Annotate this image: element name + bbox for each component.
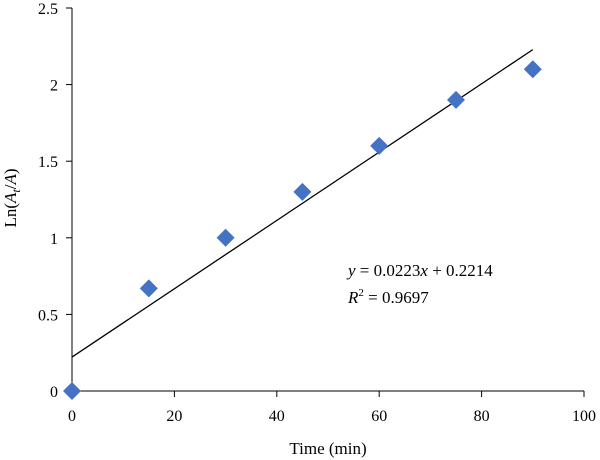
r-squared-sup: 2 xyxy=(358,287,364,299)
data-point xyxy=(370,136,389,155)
r-squared-value: = 0.9697 xyxy=(364,288,429,307)
equation-y-var: y xyxy=(346,261,356,280)
equation-x-var: x xyxy=(419,261,428,280)
data-point xyxy=(293,182,312,201)
y-tick-label: 2.5 xyxy=(38,1,58,18)
axes xyxy=(66,7,585,397)
equation-part-2: + 0.2214 xyxy=(428,261,493,280)
y-axis-title-suffix-paren: ) xyxy=(1,168,20,174)
y-tick-label: 0.5 xyxy=(38,307,58,324)
r-squared-label: R2 = 0.9697 xyxy=(347,287,429,307)
r-squared-r: R xyxy=(347,288,359,307)
x-tick-label: 20 xyxy=(166,408,182,425)
y-axis-title-suffix-var: A xyxy=(1,174,20,186)
y-axis-title: Ln(At/A) xyxy=(1,168,23,227)
data-point xyxy=(216,228,235,247)
x-tick-label: 60 xyxy=(371,408,387,425)
x-tick-label: 40 xyxy=(269,408,285,425)
data-point xyxy=(63,382,81,400)
y-axis-title-base: A xyxy=(1,192,20,204)
trendline-equation: y = 0.0223x + 0.2214 xyxy=(346,261,493,280)
y-tick-label: 2 xyxy=(50,78,58,95)
data-point xyxy=(523,60,542,79)
y-tick-label: 1.5 xyxy=(38,154,58,171)
tick-labels: 0 20 40 60 80 100 0 0.5 1 1.5 2 2.5 xyxy=(38,1,596,425)
x-tick-label: 100 xyxy=(572,408,596,425)
y-axis-title-suffix-slash: / xyxy=(1,184,20,189)
y-axis-title-subscript: t xyxy=(9,189,23,193)
trendline xyxy=(71,49,534,358)
x-axis-title: Time (min) xyxy=(289,439,366,458)
y-tick-label: 1 xyxy=(50,231,58,248)
y-axis-title-prefix: Ln( xyxy=(1,203,20,228)
trendline-group xyxy=(71,49,534,358)
equation-part-1: = 0.0223 xyxy=(356,261,421,280)
x-tick-label: 0 xyxy=(68,408,76,425)
y-tick-label: 0 xyxy=(50,384,58,401)
data-point xyxy=(139,279,158,298)
data-point xyxy=(447,90,465,109)
x-tick-label: 80 xyxy=(474,408,490,425)
data-points xyxy=(63,60,542,400)
